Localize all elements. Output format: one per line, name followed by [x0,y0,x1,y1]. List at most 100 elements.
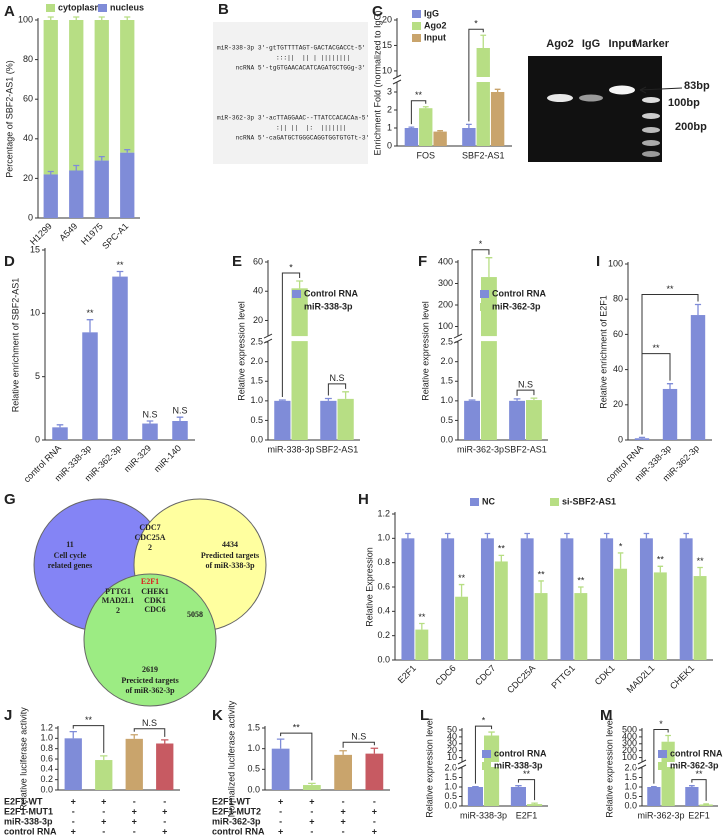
match-seq: :|| || |: ||||||| [276,125,347,132]
legend-label: cytoplasm [58,2,103,12]
condition-sign: + [340,806,345,816]
error-bar [100,755,108,761]
arrow [639,86,683,94]
x-tick-label: CDK1 [593,663,617,687]
error-bar [308,782,316,786]
y-tick-label: 1.0 [440,395,453,405]
gene: PTTG1 [105,587,131,596]
x-tick-label: FOS [416,150,435,160]
error-bar [468,399,476,401]
band [642,140,660,146]
condition-sign: + [372,826,377,836]
venn-circle [83,573,217,707]
y-tick-label: 0.0 [444,800,457,810]
significance: ** [458,573,466,583]
bracket [653,729,669,784]
y-tick-label: 10 [30,308,40,318]
error-bar [666,383,674,389]
legend-swatch [292,290,301,298]
condition-sign: + [71,826,76,836]
bar [455,596,469,660]
y-tick-label: 60 [23,94,33,104]
significance: ** [657,555,665,565]
y-tick-label: 80 [613,294,623,304]
legend-swatch [658,762,667,770]
bar [365,753,384,790]
axis-break [636,762,718,767]
bar [64,738,82,790]
y-tick-label: 100 [18,14,33,24]
y-axis-label: Normalized luciferase activity [226,700,236,817]
bracket-label: N.S [518,379,533,389]
bracket [641,293,699,435]
condition-sign: + [372,806,377,816]
significance: ** [697,556,705,566]
bar [433,131,447,146]
error-bar [703,803,709,805]
error-bar [98,155,105,161]
bracket-label: ** [652,343,660,353]
y-tick-label: 1 [387,122,392,132]
legend-swatch [550,498,559,506]
error-bar [484,532,491,539]
legend-label: Control RNA [304,288,358,298]
x-tick-label: E2F1 [688,810,710,820]
set-count: 11 [66,540,74,549]
bar [484,735,500,806]
significance: ** [86,308,94,318]
bar [52,427,68,440]
y-axis-label: Relative expression level [420,301,430,401]
y-tick-label: 1.5 [624,772,637,782]
legend-label: Ago2 [424,20,447,30]
y-tick-label: 10 [447,752,457,762]
bar [291,288,308,440]
bar [112,276,128,440]
y-tick-label: 0 [387,140,392,150]
bar [94,160,109,218]
y-tick-label: 1.5 [440,376,453,386]
error-bar [276,738,285,749]
y-tick-label: 0.5 [624,791,637,801]
y-tick-label: 100 [622,752,637,762]
condition-sign: + [132,816,137,826]
y-tick-label: 0.5 [250,415,263,425]
condition-sign: + [162,826,167,836]
legend-swatch [480,290,489,298]
panel-label: F [418,253,427,270]
error-bar [69,730,77,739]
y-tick-label: 20 [23,173,33,183]
bracket-label: ** [293,723,301,733]
condition-label: E2F1-WT [212,796,251,806]
y-tick-label: 0.0 [440,434,453,444]
condition-sign: - [163,796,166,806]
bracket-label: * [659,719,663,729]
target-seq: ncRNA 5'-caGATGCTGGGCAGGTGGTGTGTt-3' [236,135,370,142]
condition-sign: - [373,816,376,826]
bar [560,538,574,660]
bar [95,760,113,790]
x-tick-label: CDC6 [433,663,457,687]
bar [334,754,352,790]
condition-sign: + [309,796,314,806]
axis-break [262,336,360,342]
y-tick-label: 20 [253,315,263,325]
bar [156,743,174,790]
bar [69,20,84,171]
panel-label: D [4,253,15,270]
x-tick-label: CHEK1 [668,663,696,691]
bar [462,128,476,146]
bar [520,538,534,660]
band [642,97,660,103]
error-bar [408,126,415,128]
y-axis-label: Relative luciferase activity [18,707,28,811]
y-tick-label: 1.0 [250,395,263,405]
condition-sign: - [102,806,105,816]
match-seq: :::|| || | |||||||| [276,55,350,62]
gene: CDC25A [134,533,165,542]
legend-swatch [470,498,479,506]
y-tick-label: 5 [35,371,40,381]
size-label: 100bp [668,97,700,109]
gel [528,56,662,162]
